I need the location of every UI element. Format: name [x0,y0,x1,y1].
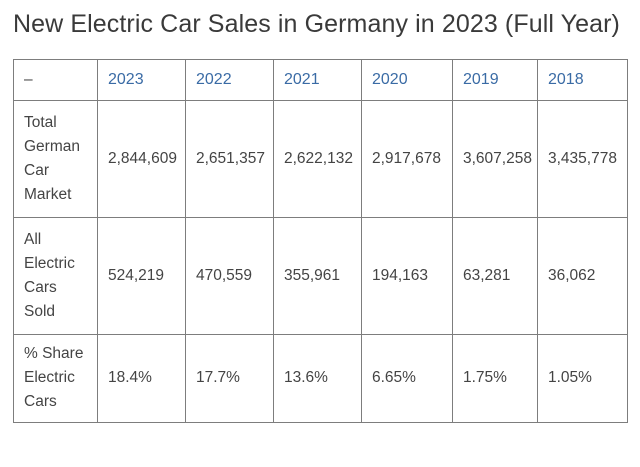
year-link-2018[interactable]: 2018 [548,70,584,88]
year-link-2023[interactable]: 2023 [108,70,144,88]
data-cell: 524,219 [97,216,186,335]
data-cell: 63,281 [452,216,538,335]
year-header-2022: 2022 [185,58,274,101]
year-link-2022[interactable]: 2022 [196,70,232,88]
year-link-2021[interactable]: 2021 [284,70,320,88]
data-cell: 17.7% [185,333,274,423]
data-cell: 194,163 [361,216,453,335]
data-cell: 470,559 [185,216,274,335]
data-cell: 1.75% [452,333,538,423]
year-link-2020[interactable]: 2020 [372,70,408,88]
data-cell: 36,062 [537,216,628,335]
year-header-2018: 2018 [537,58,628,101]
table-row-total-market: Total German Car Market 2,844,609 2,651,… [13,99,628,218]
year-header-2020: 2020 [361,58,453,101]
table-row-share-electric: % Share Electric Cars 18.4% 17.7% 13.6% … [13,333,628,423]
data-cell: 2,651,357 [185,99,274,218]
row-label: All Electric Cars Sold [13,216,98,335]
data-cell: 355,961 [273,216,362,335]
table-row-electric-sold: All Electric Cars Sold 524,219 470,559 3… [13,216,628,335]
year-link-2019[interactable]: 2019 [463,70,499,88]
row-label: Total German Car Market [13,99,98,218]
year-header-2021: 2021 [273,58,362,101]
data-cell: 2,917,678 [361,99,453,218]
year-header-2019: 2019 [452,58,538,101]
data-cell: 2,622,132 [273,99,362,218]
table-corner-dash: – [13,58,98,101]
data-cell: 2,844,609 [97,99,186,218]
table-header-row: – 2023 2022 2021 2020 2019 2018 [13,58,628,101]
data-cell: 18.4% [97,333,186,423]
page-title: New Electric Car Sales in Germany in 202… [13,10,620,38]
data-cell: 3,435,778 [537,99,628,218]
data-cell: 1.05% [537,333,628,423]
data-cell: 3,607,258 [452,99,538,218]
row-label: % Share Electric Cars [13,333,98,423]
data-cell: 13.6% [273,333,362,423]
data-cell: 6.65% [361,333,453,423]
year-header-2023: 2023 [97,58,186,101]
ev-sales-table: – 2023 2022 2021 2020 2019 2018 [13,58,628,423]
